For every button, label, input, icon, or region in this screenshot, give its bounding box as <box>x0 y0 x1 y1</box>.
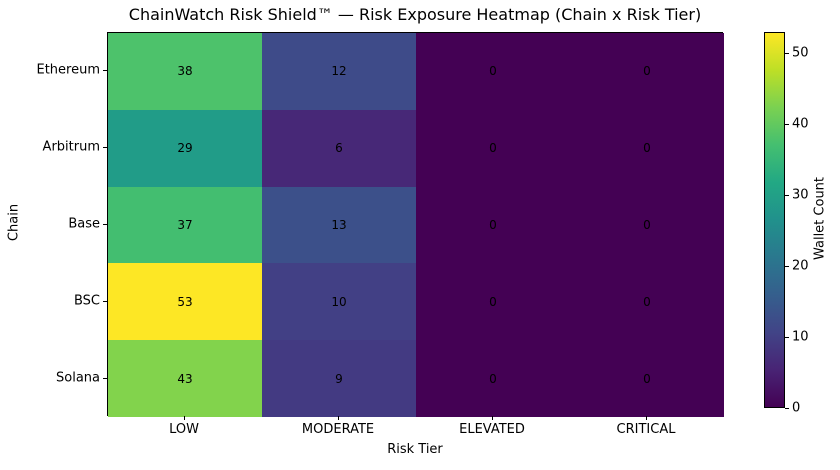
colorbar-label: Wallet Count <box>812 176 828 261</box>
colorbar-tick-label-50: 50 <box>792 45 809 61</box>
heatmap-cell-solana-low: 43 <box>108 340 262 417</box>
y-tick-label-arbitrum: Arbitrum <box>42 139 100 155</box>
x-tick-label-elevated: ELEVATED <box>459 422 525 437</box>
cell-value: 37 <box>177 217 193 232</box>
cell-value: 12 <box>331 64 347 79</box>
x-tick-mark <box>492 416 493 420</box>
heatmap-cell-arbitrum-moderate: 6 <box>262 109 416 187</box>
y-tick-mark <box>103 147 107 149</box>
heatmap-cell-arbitrum-elevated: 0 <box>416 109 570 187</box>
chart-title: ChainWatch Risk Shield™ — Risk Exposure … <box>128 5 702 24</box>
colorbar-tick-label-30: 30 <box>792 187 809 203</box>
heatmap-cell-base-critical: 0 <box>570 186 724 264</box>
cell-value: 0 <box>489 64 497 79</box>
cell-value: 0 <box>643 294 651 309</box>
heatmap-cell-arbitrum-critical: 0 <box>570 109 724 187</box>
x-tick-label-low: LOW <box>169 422 199 437</box>
cell-value: 38 <box>177 64 193 79</box>
heatmap-cell-base-low: 37 <box>108 186 262 264</box>
cell-value: 43 <box>177 371 193 386</box>
heatmap-cell-bsc-critical: 0 <box>570 263 724 341</box>
cell-value: 0 <box>489 294 497 309</box>
cell-value: 0 <box>489 217 497 232</box>
cell-value: 53 <box>177 294 193 309</box>
colorbar-tick-mark <box>785 408 789 409</box>
colorbar-tick-mark <box>785 53 789 55</box>
cell-value: 13 <box>331 217 347 232</box>
y-tick-label-base: Base <box>68 216 100 232</box>
heatmap-cell-bsc-elevated: 0 <box>416 263 570 341</box>
heatmap-cell-ethereum-critical: 0 <box>570 33 724 110</box>
colorbar-tick-mark <box>785 337 789 339</box>
colorbar-tick-mark <box>785 195 789 197</box>
cell-value: 10 <box>331 294 347 309</box>
y-tick-label-ethereum: Ethereum <box>36 62 100 78</box>
colorbar-tick-label-0: 0 <box>792 400 801 416</box>
cell-value: 0 <box>489 141 497 156</box>
heatmap-cell-arbitrum-low: 29 <box>108 109 262 187</box>
heatmap-cell-solana-elevated: 0 <box>416 340 570 417</box>
y-tick-label-bsc: BSC <box>73 293 100 309</box>
y-tick-mark <box>103 224 107 225</box>
heatmap-cell-base-elevated: 0 <box>416 186 570 264</box>
y-tick-mark <box>103 377 107 379</box>
heatmap-cell-solana-moderate: 9 <box>262 340 416 417</box>
y-tick-mark <box>103 300 107 302</box>
colorbar-tick-label-10: 10 <box>792 329 809 345</box>
y-tick-mark <box>103 70 107 72</box>
heatmap-cell-bsc-low: 53 <box>108 263 262 341</box>
x-tick-label-critical: CRITICAL <box>616 422 676 437</box>
heatmap-cell-ethereum-moderate: 12 <box>262 33 416 110</box>
colorbar-tick-mark <box>785 266 789 268</box>
x-axis-label: Risk Tier <box>387 442 443 457</box>
cell-value: 29 <box>177 141 193 156</box>
heatmap-cell-ethereum-low: 38 <box>108 33 262 110</box>
heatmap-plot-area: 38 12 0 0 29 6 0 0 37 13 0 0 53 10 0 0 43 9 0 0 <box>107 32 724 417</box>
cell-value: 0 <box>643 217 651 232</box>
colorbar-gradient <box>764 32 785 408</box>
cell-value: 0 <box>643 371 651 386</box>
y-tick-label-solana: Solana <box>56 370 100 386</box>
cell-value: 9 <box>335 371 343 386</box>
heatmap-cell-ethereum-elevated: 0 <box>416 33 570 110</box>
x-tick-mark <box>184 416 185 420</box>
cell-value: 6 <box>335 141 343 156</box>
colorbar-tick-label-40: 40 <box>792 116 809 132</box>
cell-value: 0 <box>643 64 651 79</box>
heatmap-cell-solana-critical: 0 <box>570 340 724 417</box>
x-tick-label-moderate: MODERATE <box>301 422 375 437</box>
x-tick-mark <box>338 416 339 420</box>
cell-value: 0 <box>489 371 497 386</box>
x-tick-mark <box>646 416 647 420</box>
colorbar-tick-mark <box>785 124 789 126</box>
heatmap-cell-bsc-moderate: 10 <box>262 263 416 341</box>
heatmap-cell-base-moderate: 13 <box>262 186 416 264</box>
cell-value: 0 <box>643 141 651 156</box>
colorbar-tick-label-20: 20 <box>792 258 809 274</box>
